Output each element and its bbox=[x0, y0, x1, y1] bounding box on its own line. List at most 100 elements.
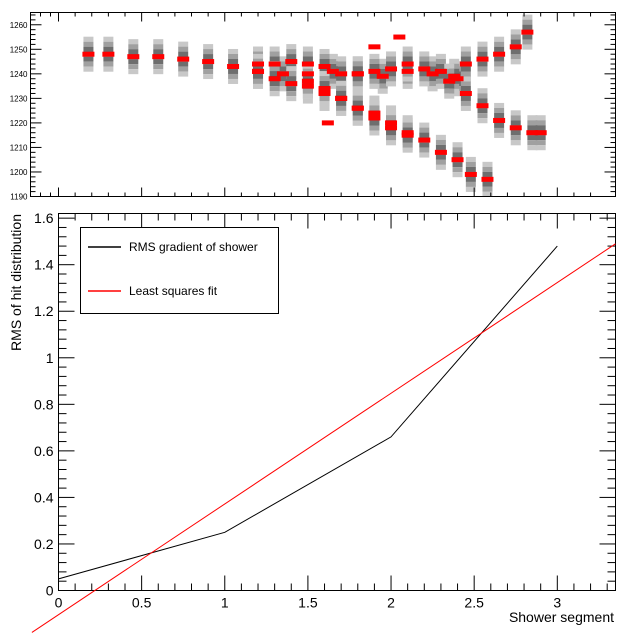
hit-cell bbox=[153, 64, 164, 70]
hit-cell bbox=[277, 86, 288, 92]
hit-cell bbox=[327, 58, 338, 64]
hit-cell bbox=[128, 69, 139, 75]
hit-cell bbox=[494, 41, 505, 47]
hit-cell bbox=[510, 135, 521, 141]
hit-cell bbox=[419, 76, 430, 82]
y-tick-label: 1.6 bbox=[34, 210, 54, 226]
hit-cell bbox=[153, 44, 164, 50]
hit-map-y-tick-label: 1190 bbox=[10, 193, 28, 202]
hit-cell bbox=[369, 58, 380, 64]
hit-cell bbox=[522, 14, 533, 20]
hit-cell bbox=[435, 139, 446, 145]
fit-marker bbox=[177, 56, 190, 62]
hit-cell bbox=[302, 88, 313, 94]
hit-cell bbox=[319, 96, 330, 102]
hit-cell bbox=[286, 96, 297, 102]
hit-cell bbox=[427, 86, 438, 92]
hit-cell bbox=[369, 53, 380, 59]
hit-cell bbox=[494, 56, 505, 62]
hit-cell bbox=[302, 93, 313, 99]
hit-cell bbox=[527, 135, 538, 141]
hit-cell bbox=[386, 105, 397, 111]
fit-marker bbox=[443, 78, 456, 84]
hit-cell bbox=[460, 56, 471, 62]
hit-cell bbox=[386, 81, 397, 87]
hit-cell bbox=[336, 100, 347, 106]
x-tick-label: 0 bbox=[55, 595, 63, 611]
hit-cell bbox=[369, 83, 380, 89]
y-tick-label: 0.6 bbox=[34, 443, 54, 459]
hit-cell bbox=[402, 76, 413, 82]
hit-cell bbox=[269, 81, 280, 87]
hit-map-y-tick-label: 1250 bbox=[10, 45, 28, 54]
x-tick-label: 3 bbox=[553, 595, 561, 611]
y-tick-label: 0 bbox=[46, 583, 54, 599]
hit-cell bbox=[402, 46, 413, 52]
y-tick-label: 0.4 bbox=[34, 489, 54, 505]
hit-cell bbox=[435, 144, 446, 150]
hit-cell bbox=[319, 105, 330, 111]
hit-cell bbox=[286, 44, 297, 50]
fit-marker bbox=[351, 105, 364, 111]
least-squares-fit-line bbox=[31, 243, 616, 633]
hit-cell bbox=[460, 85, 471, 91]
hit-cell bbox=[336, 105, 347, 111]
y-tick-label: 0.2 bbox=[34, 536, 54, 552]
hit-cell bbox=[535, 125, 546, 131]
hit-cell bbox=[522, 44, 533, 50]
hit-cell bbox=[386, 115, 397, 121]
hit-cell bbox=[178, 66, 189, 72]
hit-cell bbox=[419, 81, 430, 87]
hit-cell bbox=[460, 46, 471, 52]
fit-marker bbox=[509, 44, 522, 50]
hit-cell bbox=[460, 71, 471, 77]
hit-cell bbox=[419, 61, 430, 67]
fit-marker bbox=[368, 110, 381, 116]
fit-marker bbox=[376, 73, 389, 79]
hit-cell bbox=[477, 93, 488, 99]
fit-marker bbox=[418, 66, 431, 72]
hit-cell bbox=[377, 83, 388, 89]
hit-cell bbox=[535, 135, 546, 141]
hit-cell bbox=[269, 86, 280, 92]
hit-cell bbox=[435, 134, 446, 140]
hit-cell bbox=[460, 66, 471, 72]
hit-cell bbox=[352, 66, 363, 72]
hit-cell bbox=[477, 88, 488, 94]
fit-marker bbox=[401, 68, 414, 74]
rms-panel: 0 0.5 1 1.5 2 2.5 3 0 0.2 0.4 0.6 0.8 1 1.2 1.4 1.6 RMS… bbox=[8, 210, 616, 633]
fit-marker bbox=[385, 120, 398, 126]
hit-cell bbox=[482, 186, 493, 192]
hit-cell bbox=[83, 36, 94, 42]
hit-cell bbox=[419, 152, 430, 158]
hit-cell bbox=[477, 61, 488, 67]
hit-cell bbox=[352, 115, 363, 121]
fit-marker bbox=[418, 137, 431, 143]
fit-marker bbox=[476, 103, 489, 109]
hit-cell bbox=[460, 51, 471, 57]
hit-cell bbox=[286, 54, 297, 60]
rms-gradient-line bbox=[58, 245, 558, 580]
hit-cell bbox=[103, 46, 114, 52]
hit-cell bbox=[419, 71, 430, 77]
isolated-hit-marker bbox=[368, 44, 381, 50]
fit-marker bbox=[434, 149, 447, 155]
hit-cell bbox=[277, 61, 288, 67]
hit-cell bbox=[369, 100, 380, 106]
hit-cell bbox=[153, 59, 164, 65]
hit-cell bbox=[444, 93, 455, 99]
isolated-hit-marker bbox=[321, 120, 334, 126]
fit-marker bbox=[227, 63, 240, 69]
hit-cell bbox=[203, 74, 214, 80]
hit-cell bbox=[319, 81, 330, 87]
hit-cell bbox=[327, 78, 338, 84]
hit-cell bbox=[435, 73, 446, 79]
hit-cell bbox=[153, 39, 164, 45]
fit-marker bbox=[301, 78, 314, 84]
hit-cell bbox=[510, 110, 521, 116]
fit-marker bbox=[493, 51, 506, 57]
hit-cell bbox=[510, 120, 521, 126]
hit-cell bbox=[535, 115, 546, 121]
hit-cell bbox=[228, 73, 239, 79]
